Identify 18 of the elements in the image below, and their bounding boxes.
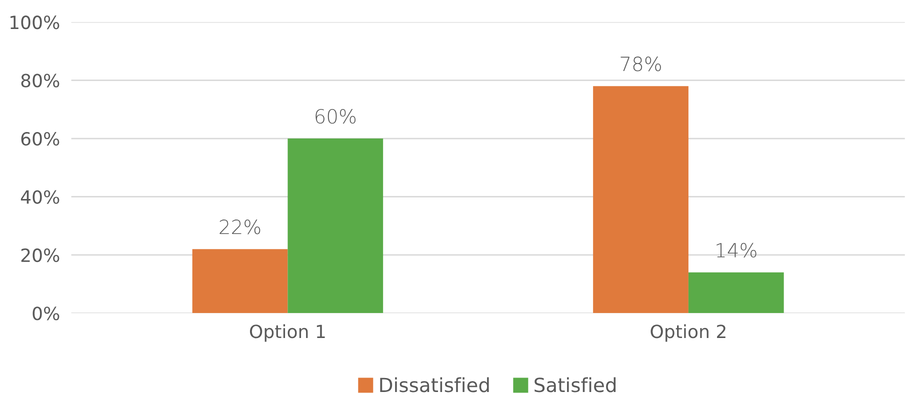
bar	[288, 138, 384, 314]
y-tick-label: 0%	[32, 306, 60, 320]
data-label: 60%	[316, 108, 356, 124]
bar	[593, 86, 688, 314]
bar	[688, 272, 784, 314]
x-tick-label: Option 2	[650, 324, 726, 342]
legend-label: Dissatisfied	[380, 377, 489, 392]
y-tick-label: 20%	[21, 248, 60, 262]
y-tick-label: 40%	[20, 190, 60, 204]
y-tick-label: 60%	[21, 132, 60, 146]
y-tick-label: 80%	[21, 74, 60, 88]
x-tick-label: Option 1	[250, 324, 325, 342]
legend-label: Satisfied	[534, 377, 616, 392]
data-label: 22%	[220, 220, 260, 234]
bar	[192, 249, 288, 314]
data-label: 78%	[620, 56, 661, 72]
data-label: 14%	[716, 242, 756, 258]
y-tick-label: 100%	[10, 16, 60, 30]
